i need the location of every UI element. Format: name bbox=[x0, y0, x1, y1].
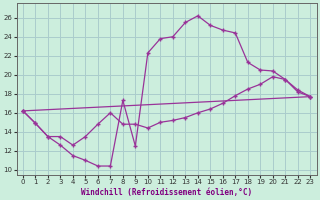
X-axis label: Windchill (Refroidissement éolien,°C): Windchill (Refroidissement éolien,°C) bbox=[81, 188, 252, 197]
